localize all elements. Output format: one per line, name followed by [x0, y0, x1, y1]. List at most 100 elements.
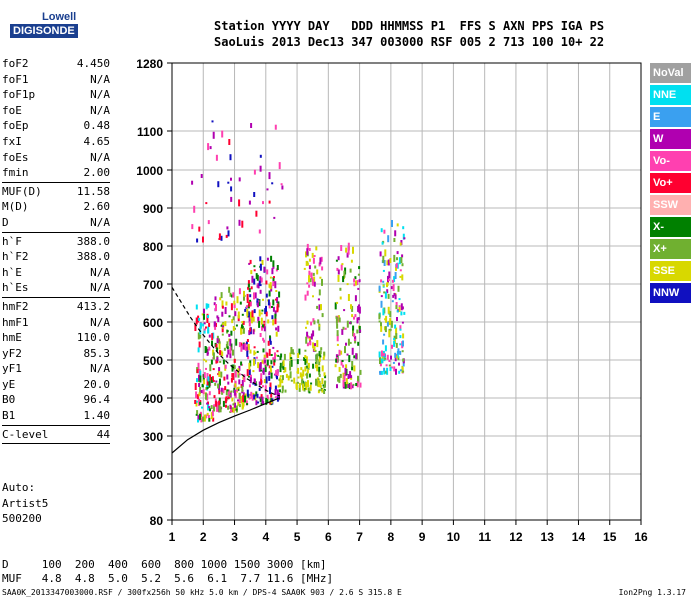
echo-point	[350, 304, 352, 310]
echo-point	[230, 330, 233, 336]
echo-point	[224, 307, 227, 314]
y-tick-label: 1100	[137, 125, 163, 139]
x-tick-label: 12	[509, 530, 523, 544]
echo-point	[272, 319, 275, 326]
echo-point	[250, 270, 253, 275]
echo-point	[276, 369, 279, 376]
echo-point	[238, 199, 241, 207]
echo-point	[349, 371, 352, 379]
echo-point	[275, 370, 278, 376]
echo-point	[386, 289, 389, 294]
echo-point	[313, 346, 316, 352]
echo-point	[241, 391, 244, 394]
echo-point	[262, 348, 265, 353]
echo-point	[195, 391, 198, 399]
echo-point	[207, 220, 210, 225]
echo-point	[313, 320, 316, 325]
echo-point	[318, 357, 321, 362]
echo-point	[395, 368, 397, 375]
parameter-label: C-level	[2, 427, 49, 441]
echo-point	[251, 394, 254, 401]
echo-point	[226, 374, 229, 380]
echo-point	[316, 364, 319, 372]
auto-code: 500200	[2, 512, 42, 525]
echo-point	[318, 366, 321, 372]
echo-point	[321, 388, 324, 393]
echo-point	[383, 367, 386, 372]
echo-point	[203, 322, 206, 325]
echo-point	[259, 154, 262, 158]
echo-point	[387, 306, 390, 314]
echo-point	[296, 381, 299, 384]
echo-point	[250, 286, 253, 290]
echo-point	[279, 366, 282, 373]
parameter-label: M(D)	[2, 200, 29, 214]
polarization-legend: NoVal NNE E W Vo- Vo+ SSW X- X+ SSE NNW	[650, 63, 691, 305]
echo-point	[232, 403, 235, 406]
echo-point	[277, 384, 280, 388]
parameter-row: yE 20.0	[2, 377, 110, 393]
echo-point	[336, 343, 339, 346]
echo-point	[234, 402, 236, 408]
echo-point	[226, 346, 229, 350]
echo-point	[314, 343, 316, 347]
echo-point	[272, 266, 275, 269]
echo-point	[343, 309, 346, 312]
echo-point	[301, 378, 304, 386]
footer-version: Ion2Png 1.3.17	[618, 588, 686, 597]
echo-point	[395, 342, 398, 348]
echo-point	[203, 330, 206, 334]
echo-point	[350, 382, 353, 390]
echo-point	[266, 188, 269, 191]
echo-point	[290, 359, 293, 367]
x-tick-label: 11	[478, 530, 491, 544]
echo-point	[272, 281, 275, 287]
echo-point	[232, 349, 234, 356]
echo-point	[197, 347, 200, 353]
echo-point	[349, 268, 352, 273]
echo-point	[345, 378, 348, 385]
parameter-label: yF1	[2, 362, 22, 376]
echo-point	[290, 357, 293, 360]
echo-point	[357, 305, 360, 312]
echo-point	[390, 320, 393, 328]
echo-point	[248, 321, 251, 327]
echo-point	[219, 378, 221, 386]
y-tick-label: 600	[143, 316, 163, 330]
echo-point	[319, 257, 322, 265]
parameter-row: C-level 44	[2, 427, 110, 443]
echo-point	[398, 257, 401, 265]
echo-point	[208, 391, 211, 396]
echo-point	[259, 256, 262, 262]
parameter-label: foE	[2, 103, 22, 117]
echo-point	[194, 383, 197, 390]
echo-point	[318, 389, 321, 392]
parameter-row: h`Es N/A	[2, 280, 110, 296]
echo-point	[250, 316, 253, 324]
echo-point	[305, 260, 308, 266]
echo-point	[207, 143, 210, 151]
legend-item: NNE	[650, 85, 691, 105]
echo-point	[232, 373, 235, 380]
echo-point	[345, 247, 348, 253]
echo-point	[196, 394, 199, 400]
legend-item: SSE	[650, 261, 691, 281]
echo-point	[206, 379, 209, 386]
echo-point	[196, 410, 199, 415]
echo-point	[216, 357, 219, 362]
echo-point	[280, 183, 283, 186]
echo-point	[340, 360, 343, 366]
echo-point	[248, 288, 251, 293]
echo-point	[219, 406, 222, 413]
echo-point	[399, 369, 402, 372]
footer-file-info: SAA0K_2013347003000.RSF / 300fx256h 50 k…	[2, 588, 402, 597]
echo-point	[257, 362, 260, 369]
echo-point	[273, 359, 276, 363]
echo-point	[283, 370, 286, 373]
echo-point	[226, 341, 229, 347]
echo-point	[388, 330, 391, 338]
echo-point	[246, 293, 249, 300]
header-labels: Station YYYY DAY DDD HHMMSS P1 FFS S AXN…	[214, 19, 605, 33]
echo-point	[237, 311, 240, 319]
echo-point	[205, 367, 207, 370]
